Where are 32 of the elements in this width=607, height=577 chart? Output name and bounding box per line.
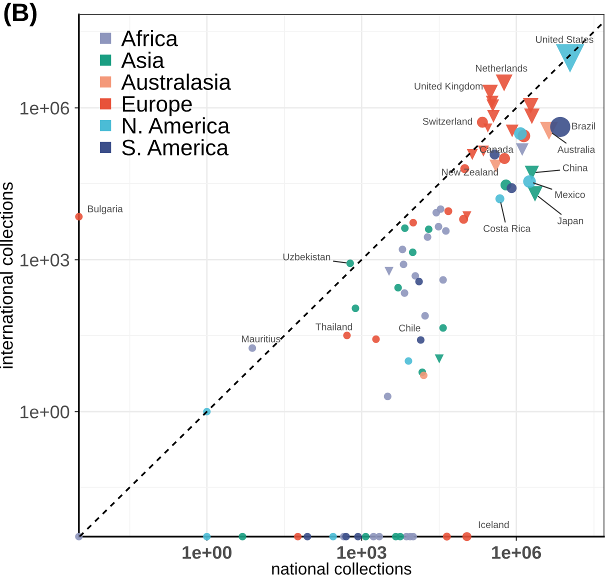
annotation: United Kingdom — [414, 82, 483, 92]
annotation: New Zealand — [442, 168, 498, 176]
annotation: Brazil — [572, 122, 596, 130]
y-axis-title: international collections — [0, 182, 13, 368]
legend-label: Africa — [121, 30, 178, 46]
chart-title: (B) — [4, 2, 36, 26]
annotation: Costa Rica — [484, 224, 531, 232]
x-tick-label: 1e+00 — [182, 546, 232, 559]
annotation: Mexico — [555, 190, 585, 198]
legend-label: Australasia — [121, 74, 232, 90]
x-tick-label: 1e+06 — [492, 546, 542, 559]
x-tick-label: 1e+03 — [337, 546, 386, 559]
legend-label: Asia — [121, 52, 164, 68]
y-tick-label: 1e+00 — [20, 406, 70, 418]
annotation: Mauritius — [242, 335, 280, 342]
legend-label: S. America — [122, 139, 229, 156]
annotation: Iceland — [478, 520, 509, 528]
legend-label: Europe — [122, 96, 192, 116]
annotation: United States — [536, 36, 594, 43]
annotation: Australia — [557, 146, 596, 153]
annotation: Bulgaria — [88, 205, 123, 214]
y-tick-label: 1e+03 — [20, 254, 70, 266]
annotation: Switzerland — [422, 118, 472, 125]
y-tick-label: 1e+06 — [20, 102, 70, 115]
annotation: Thailand — [316, 323, 352, 330]
annotation: Chile — [399, 324, 420, 332]
legend-label: N. America — [122, 117, 230, 134]
annotation: Japan — [557, 217, 584, 226]
x-axis-title: national collections — [272, 562, 412, 575]
annotation: Uzbekistan — [283, 253, 330, 260]
annotation: Netherlands — [476, 64, 528, 72]
annotation: China — [562, 164, 588, 172]
